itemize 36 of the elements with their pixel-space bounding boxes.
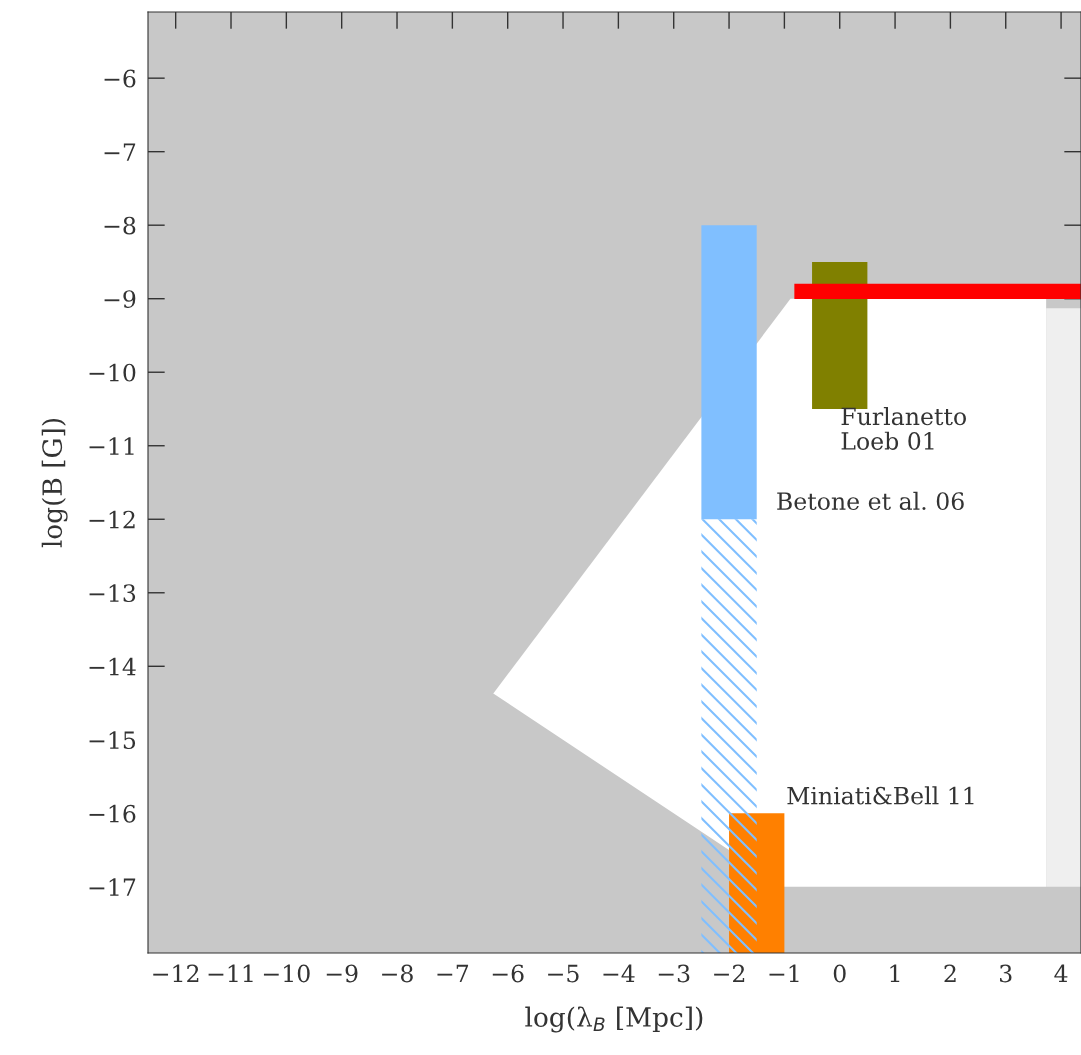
- y-tick-label: −14: [89, 657, 136, 676]
- x-tick-label: −11: [208, 964, 253, 983]
- x-tick-label: 3: [1000, 964, 1012, 983]
- annotation: Miniati&Bell 11: [787, 786, 974, 805]
- y-tick-label: −6: [104, 69, 136, 88]
- x-tick-label: −10: [263, 964, 310, 983]
- bar: [701, 225, 757, 520]
- y-tick-label: −15: [89, 731, 136, 750]
- x-tick-label: −8: [382, 964, 413, 983]
- x-tick-label: 2: [944, 964, 956, 983]
- x-tick-label: 0: [833, 964, 846, 983]
- x-tick-label: 4: [1054, 964, 1068, 983]
- y-tick-label: −10: [89, 363, 136, 382]
- x-tick-label: −4: [603, 964, 635, 983]
- annotation: Betone et al. 06: [777, 491, 964, 511]
- x-tick-label: −3: [658, 964, 690, 983]
- x-tick-label: −7: [437, 964, 469, 983]
- bar: [701, 519, 757, 953]
- x-tick-label: −9: [326, 964, 358, 983]
- x-tick-label: −2: [714, 964, 745, 983]
- x-tick-label: −1: [769, 964, 799, 983]
- y-tick-label: −11: [89, 437, 134, 455]
- y-tick-label: −16: [89, 804, 136, 823]
- y-tick-label: −8: [104, 216, 136, 235]
- x-tick-label: −12: [153, 964, 199, 983]
- y-tick-label: −7: [104, 143, 136, 161]
- y-tick-label: −12: [89, 510, 135, 529]
- y-tick-label: −13: [89, 584, 136, 603]
- y-tick-label: −17: [89, 878, 136, 896]
- annotation: Furlanetto Loeb 01: [841, 407, 966, 450]
- x-tick-label: 1: [890, 964, 900, 983]
- x-axis-title: log(λ$_{B}$ [Mpc]): [525, 1006, 703, 1033]
- y-axis-title: log(B [G]): [41, 418, 68, 548]
- x-tick-label: −6: [492, 964, 524, 983]
- y-tick-label: −9: [104, 290, 136, 309]
- x-tick-label: −5: [548, 964, 579, 983]
